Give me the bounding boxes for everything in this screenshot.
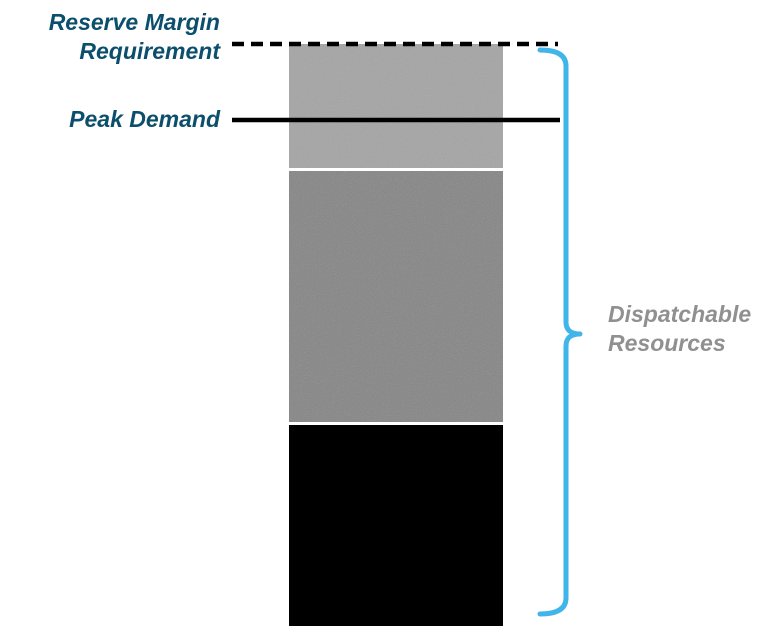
bottom-resource-block (289, 425, 503, 626)
dispatchable-resources-bracket (537, 47, 583, 617)
reserve-margin-label-line1: Reserve Margin (48, 9, 220, 35)
reserve-margin-label-line2: Requirement (79, 37, 220, 64)
middle-resource-block (289, 171, 503, 422)
top-resource-block (289, 44, 503, 168)
dispatchable-resources-label-line2: Resources (608, 329, 726, 356)
dispatchable-resources-label: Dispatchable Resources (608, 300, 751, 358)
reserve-margin-label: Reserve Margin Requirement (49, 8, 220, 66)
peak-demand-label-text: Peak Demand (69, 106, 220, 132)
dispatchable-resources-label-line1: Dispatchable (608, 301, 752, 327)
peak-demand-label: Peak Demand (69, 105, 220, 134)
